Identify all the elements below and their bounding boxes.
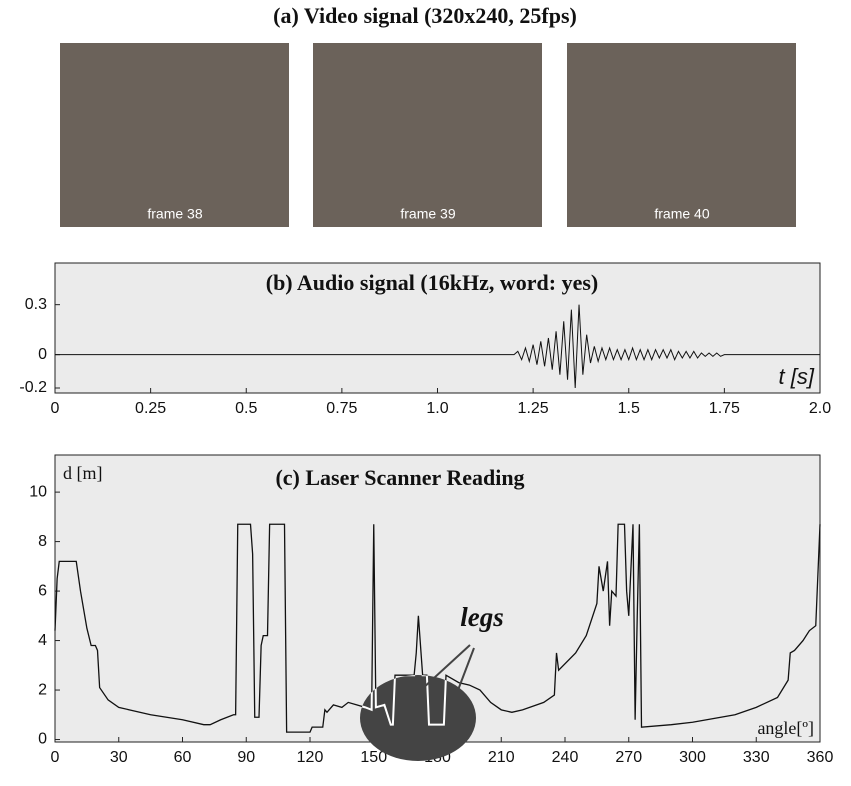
highlight (360, 675, 476, 761)
x-tick-label: 0.5 (235, 400, 257, 417)
x-tick-label: 30 (110, 749, 128, 766)
x-axis-label: angle[º] (757, 718, 814, 738)
y-tick-label: 6 (38, 582, 47, 599)
x-tick-label: 360 (807, 749, 834, 766)
x-tick-label: 2.0 (809, 400, 831, 417)
y-tick-label: 0 (38, 346, 47, 363)
x-tick-label: 240 (552, 749, 579, 766)
x-tick-label: 90 (237, 749, 255, 766)
x-tick-label: 0.25 (135, 400, 166, 417)
plot-area (54, 262, 821, 394)
video-frame (567, 43, 796, 227)
y-tick-label: 8 (38, 533, 47, 550)
x-tick-label: 150 (360, 749, 387, 766)
x-tick-label: 0.75 (326, 400, 357, 417)
x-axis-label: t [s] (779, 364, 815, 389)
video-frame (313, 43, 542, 227)
pointer (409, 644, 471, 701)
annotation: legs (460, 602, 504, 632)
data-line (55, 304, 820, 389)
y-axis-label: d [m] (63, 463, 103, 483)
video-frame (60, 43, 289, 227)
x-tick-label: 1.0 (426, 400, 448, 417)
frame-label: frame 40 (654, 206, 709, 222)
x-tick-label: 1.5 (618, 400, 640, 417)
y-tick-label: 10 (29, 483, 47, 500)
pointer (454, 647, 475, 699)
frame-label: frame 38 (147, 206, 202, 222)
y-tick-label: 0 (38, 731, 47, 748)
chart-title: (c) Laser Scanner Reading (275, 465, 524, 490)
video-title: (a) Video signal (320x240, 25fps) (273, 3, 577, 28)
x-tick-label: 0 (51, 400, 60, 417)
x-tick-label: 60 (174, 749, 192, 766)
y-tick-label: 2 (38, 681, 47, 698)
x-tick-label: 1.25 (518, 400, 549, 417)
chart-title: (b) Audio signal (16kHz, word: yes) (266, 270, 598, 295)
x-tick-label: 210 (488, 749, 515, 766)
y-tick-label: 4 (38, 632, 47, 649)
x-tick-label: 270 (615, 749, 642, 766)
x-tick-label: 300 (679, 749, 706, 766)
x-tick-label: 1.75 (709, 400, 740, 417)
x-tick-label: 0 (51, 749, 60, 766)
frame-label: frame 39 (400, 206, 455, 222)
y-tick-label: 0.3 (25, 296, 47, 313)
x-tick-label: 120 (297, 749, 324, 766)
x-tick-label: 330 (743, 749, 770, 766)
data-line (54, 523, 821, 733)
y-tick-label: -0.2 (19, 379, 47, 396)
